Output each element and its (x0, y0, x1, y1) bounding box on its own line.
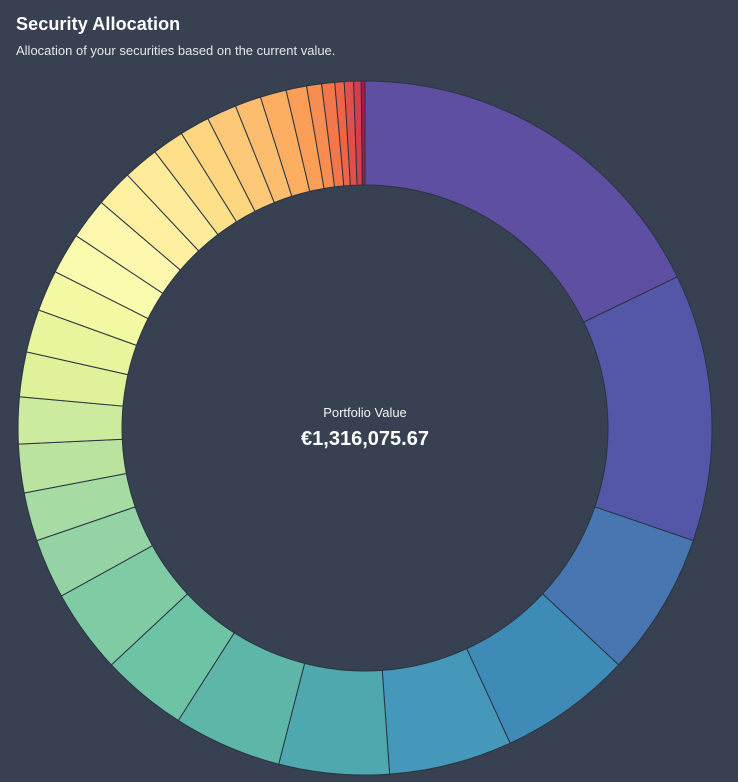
chart-header: Security Allocation Allocation of your s… (16, 14, 335, 58)
donut-slice-2[interactable] (583, 276, 713, 542)
donut-slice-1[interactable] (364, 80, 679, 323)
chart-title: Security Allocation (16, 14, 181, 34)
donut-center: Portfolio Value €1,316,075.67 (301, 405, 429, 451)
portfolio-value-label: Portfolio Value (323, 405, 407, 420)
donut-slice-32[interactable] (360, 80, 366, 186)
portfolio-value-amount: €1,316,075.67 (301, 428, 429, 450)
chart-subtitle: Allocation of your securities based on t… (16, 43, 336, 58)
